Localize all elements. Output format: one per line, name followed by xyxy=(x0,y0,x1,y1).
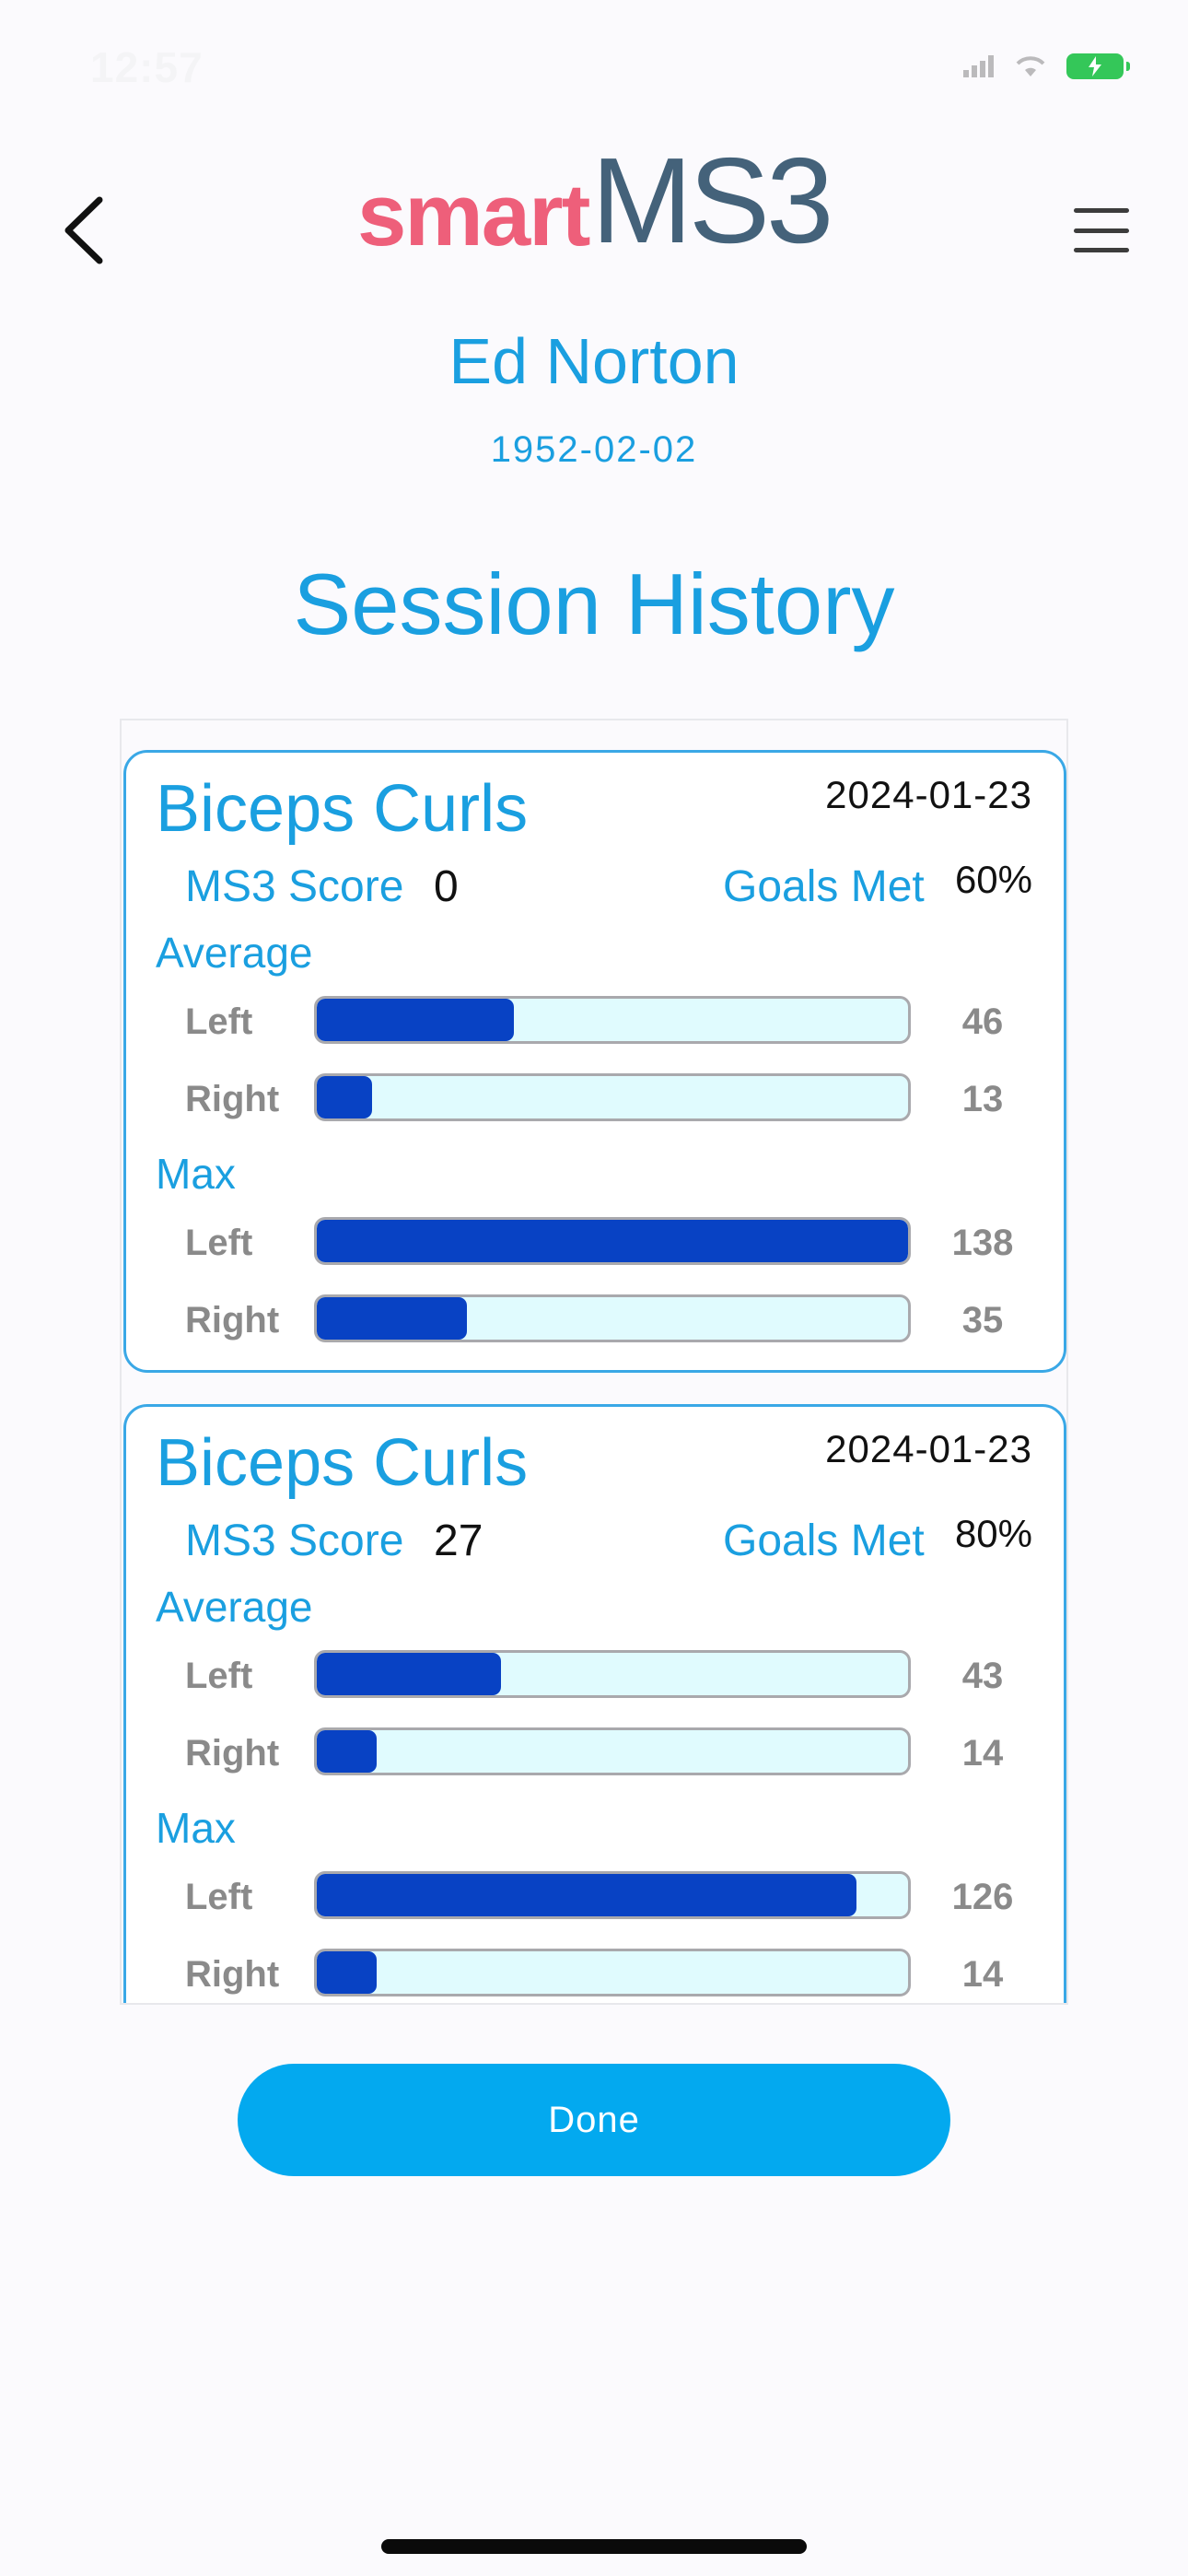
ms3-score-label: MS3 Score xyxy=(185,1516,404,1565)
session-card: Biceps Curls 2024-01-23 MS3 Score 0 Goal… xyxy=(123,750,1066,1373)
max-right-bar xyxy=(314,1949,911,1996)
max-right-bar-fill xyxy=(317,1951,378,1994)
average-left-value: 43 xyxy=(961,1656,1004,1696)
menu-button[interactable] xyxy=(1068,203,1135,258)
ms3-score-value: 27 xyxy=(434,1516,483,1565)
max-left-value: 126 xyxy=(951,1877,1014,1917)
home-indicator xyxy=(381,2539,807,2554)
max-right-value: 14 xyxy=(961,1954,1004,1995)
goals-met-label: Goals Met xyxy=(723,862,925,911)
average-right-bar-fill xyxy=(317,1076,373,1118)
max-right-bar-fill xyxy=(317,1297,467,1340)
max-label: Max xyxy=(156,1804,236,1852)
max-left-bar-fill xyxy=(317,1220,908,1262)
goals-met-value: 80% xyxy=(954,1512,1032,1555)
goals-met-value: 60% xyxy=(954,858,1032,901)
back-button[interactable] xyxy=(55,189,111,272)
average-left-label: Left xyxy=(185,1001,253,1042)
charging-bolt-icon xyxy=(1089,56,1101,76)
max-left-label: Left xyxy=(185,1223,253,1263)
average-right-bar-fill xyxy=(317,1730,378,1773)
max-left-bar xyxy=(314,1871,911,1919)
session-date: 2024-01-23 xyxy=(825,773,1032,816)
done-button[interactable]: Done xyxy=(238,2064,950,2176)
average-right-value: 13 xyxy=(961,1079,1004,1119)
average-right-label: Right xyxy=(185,1079,280,1119)
max-right-label: Right xyxy=(185,1954,280,1995)
battery-icon xyxy=(1066,53,1130,79)
max-right-label: Right xyxy=(185,1300,280,1341)
patient-name: Ed Norton xyxy=(448,325,740,397)
page-title: Session History xyxy=(293,556,895,652)
average-right-label: Right xyxy=(185,1733,280,1774)
average-left-value: 46 xyxy=(961,1001,1004,1042)
exercise-name: Biceps Curls xyxy=(156,1426,529,1500)
exercise-name: Biceps Curls xyxy=(156,772,529,846)
average-label: Average xyxy=(156,1583,313,1631)
max-left-bar xyxy=(314,1217,911,1265)
status-time: 12:57 xyxy=(90,43,204,91)
goals-met-label: Goals Met xyxy=(723,1516,925,1565)
wifi-icon xyxy=(1016,56,1045,76)
logo-smart-text: smart xyxy=(357,166,590,264)
chevron-left-icon xyxy=(64,196,103,264)
app-logo: smart MS3 xyxy=(350,131,847,268)
average-left-bar-fill xyxy=(317,1653,502,1695)
max-left-label: Left xyxy=(185,1877,253,1917)
average-left-bar xyxy=(314,996,911,1044)
ms3-score-label: MS3 Score xyxy=(185,862,404,911)
max-left-value: 138 xyxy=(951,1223,1014,1263)
average-right-value: 14 xyxy=(961,1733,1004,1774)
patient-dob: 1952-02-02 xyxy=(490,429,698,470)
max-right-value: 35 xyxy=(961,1300,1004,1341)
average-label: Average xyxy=(156,929,313,977)
hamburger-icon xyxy=(1074,208,1129,213)
average-left-label: Left xyxy=(185,1656,253,1696)
average-left-bar-fill xyxy=(317,999,514,1041)
average-left-bar xyxy=(314,1650,911,1698)
session-date: 2024-01-23 xyxy=(825,1427,1032,1470)
ms3-score-value: 0 xyxy=(434,862,459,911)
signal-icon xyxy=(963,55,994,77)
status-icons xyxy=(963,53,1130,79)
average-right-bar xyxy=(314,1727,911,1775)
average-right-bar xyxy=(314,1073,911,1121)
session-history-list[interactable]: Biceps Curls 2024-01-23 MS3 Score 0 Goal… xyxy=(120,719,1068,2005)
session-card: Biceps Curls 2024-01-23 MS3 Score 27 Goa… xyxy=(123,1404,1066,2003)
max-right-bar xyxy=(314,1294,911,1342)
max-label: Max xyxy=(156,1150,236,1198)
max-left-bar-fill xyxy=(317,1874,857,1916)
logo-ms3-text: MS3 xyxy=(591,133,833,268)
